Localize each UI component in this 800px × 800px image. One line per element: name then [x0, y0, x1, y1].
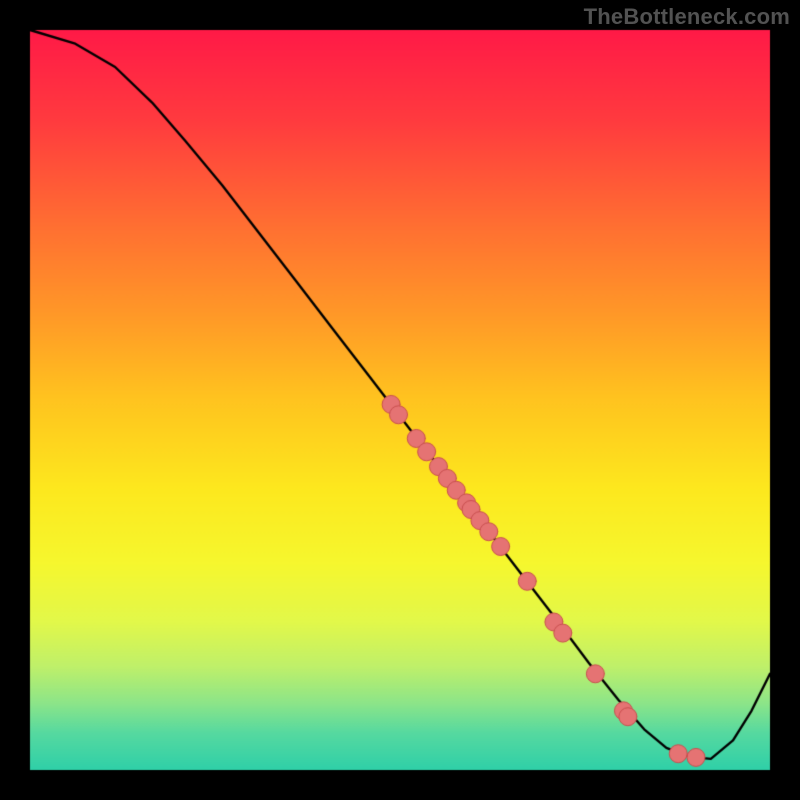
bottleneck-chart	[0, 0, 800, 800]
watermark-text: TheBottleneck.com	[584, 4, 790, 30]
